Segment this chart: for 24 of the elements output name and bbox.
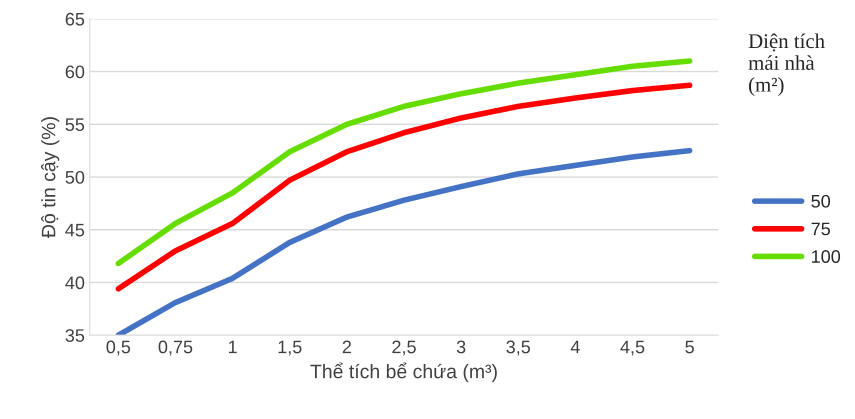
legend-label: 50 <box>811 194 830 208</box>
y-tick-label: 55 <box>66 118 84 132</box>
y-tick-label: 35 <box>66 329 84 342</box>
x-tick-label: 4 <box>570 340 580 354</box>
x-axis-title: Thể tích bể chứa (m³) <box>310 362 497 382</box>
x-tick-label: 3,5 <box>506 340 530 356</box>
y-tick-label: 65 <box>66 12 84 26</box>
legend-label: 100 <box>812 250 840 263</box>
x-tick-label: 5 <box>685 340 694 354</box>
legend-title: Diện tích mái nhà (m²) <box>748 33 825 96</box>
x-tick-label: 4,5 <box>620 340 644 356</box>
x-tick-label: 0,75 <box>158 340 192 356</box>
x-tick-label: 2 <box>342 340 351 354</box>
x-tick-label: 1 <box>228 340 237 354</box>
legend-label: 75 <box>812 222 830 236</box>
x-tick-label: 1,5 <box>278 340 302 356</box>
y-tick-label: 60 <box>66 66 84 78</box>
y-tick-label: 45 <box>65 224 84 236</box>
y-axis-title: Độ tin cậy (%) <box>41 117 60 238</box>
y-tick-label: 50 <box>66 170 84 184</box>
y-tick-label: 40 <box>65 276 84 290</box>
x-tick-label: 3 <box>456 340 466 354</box>
x-tick-label: 2,5 <box>392 340 416 356</box>
x-tick-label: 0,5 <box>106 340 130 356</box>
